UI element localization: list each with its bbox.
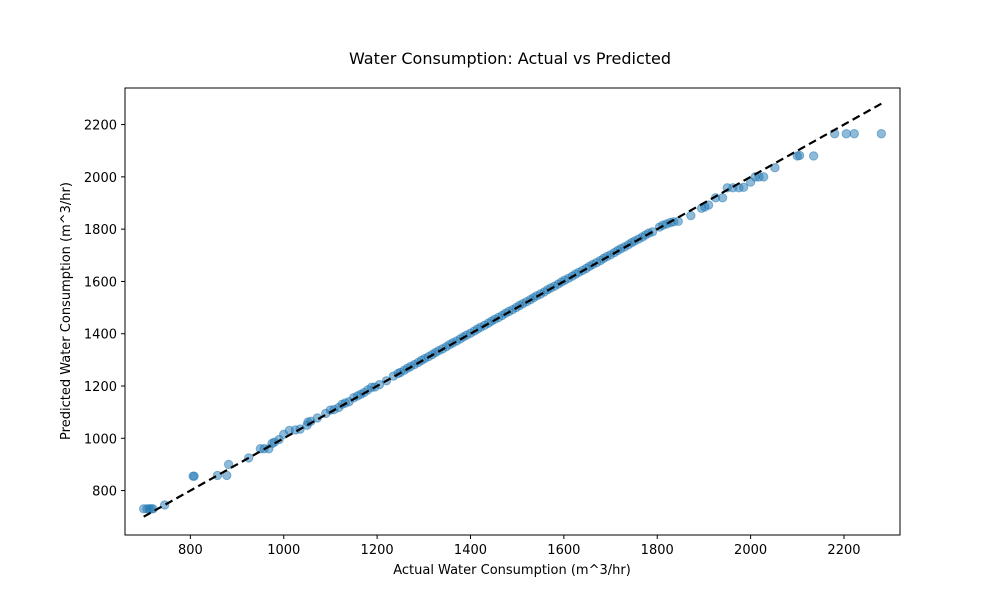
reference-line [143,102,882,518]
data-point [673,216,683,227]
data-point [703,200,714,210]
y-tick-label: 2000 [84,171,117,186]
data-point [223,459,234,470]
x-tick-label: 1400 [454,543,487,558]
y-tick-label: 2200 [84,119,117,134]
x-tick-label: 1000 [267,543,300,558]
x-tick-label: 1200 [361,543,394,558]
data-point [212,470,223,481]
y-axis: 800 1000 1200 1400 1600 1800 2000 2200 [84,119,125,500]
y-tick-label: 1000 [84,432,117,447]
x-axis: 800 1000 1200 1400 1600 1800 2000 2200 [178,535,861,558]
y-tick-label: 1200 [84,380,117,395]
data-point [159,500,170,510]
y-tick-label: 800 [92,485,117,500]
axes-frame [124,87,901,536]
y-tick-label: 1400 [84,328,117,343]
data-point [686,210,696,221]
plot-area [138,102,887,518]
data-point [738,182,749,193]
x-tick-label: 2000 [734,543,767,558]
data-point [717,193,728,203]
x-tick-label: 1800 [641,543,674,558]
x-tick-label: 2200 [827,543,860,558]
data-point [876,129,887,139]
data-point [758,172,769,182]
data-point [189,471,199,481]
x-tick-label: 1600 [547,543,580,558]
y-axis-label: Predicted Water Consumption (m^3/hr) [59,182,74,440]
data-point [808,151,819,161]
chart-title: Water Consumption: Actual vs Predicted [349,49,671,68]
y-tick-label: 1600 [84,275,117,290]
data-point [849,129,859,139]
x-tick-label: 800 [178,543,203,558]
y-tick-label: 1800 [84,223,117,238]
data-point [841,129,852,139]
data-point [794,150,805,161]
x-axis-label: Actual Water Consumption (m^3/hr) [393,563,631,578]
